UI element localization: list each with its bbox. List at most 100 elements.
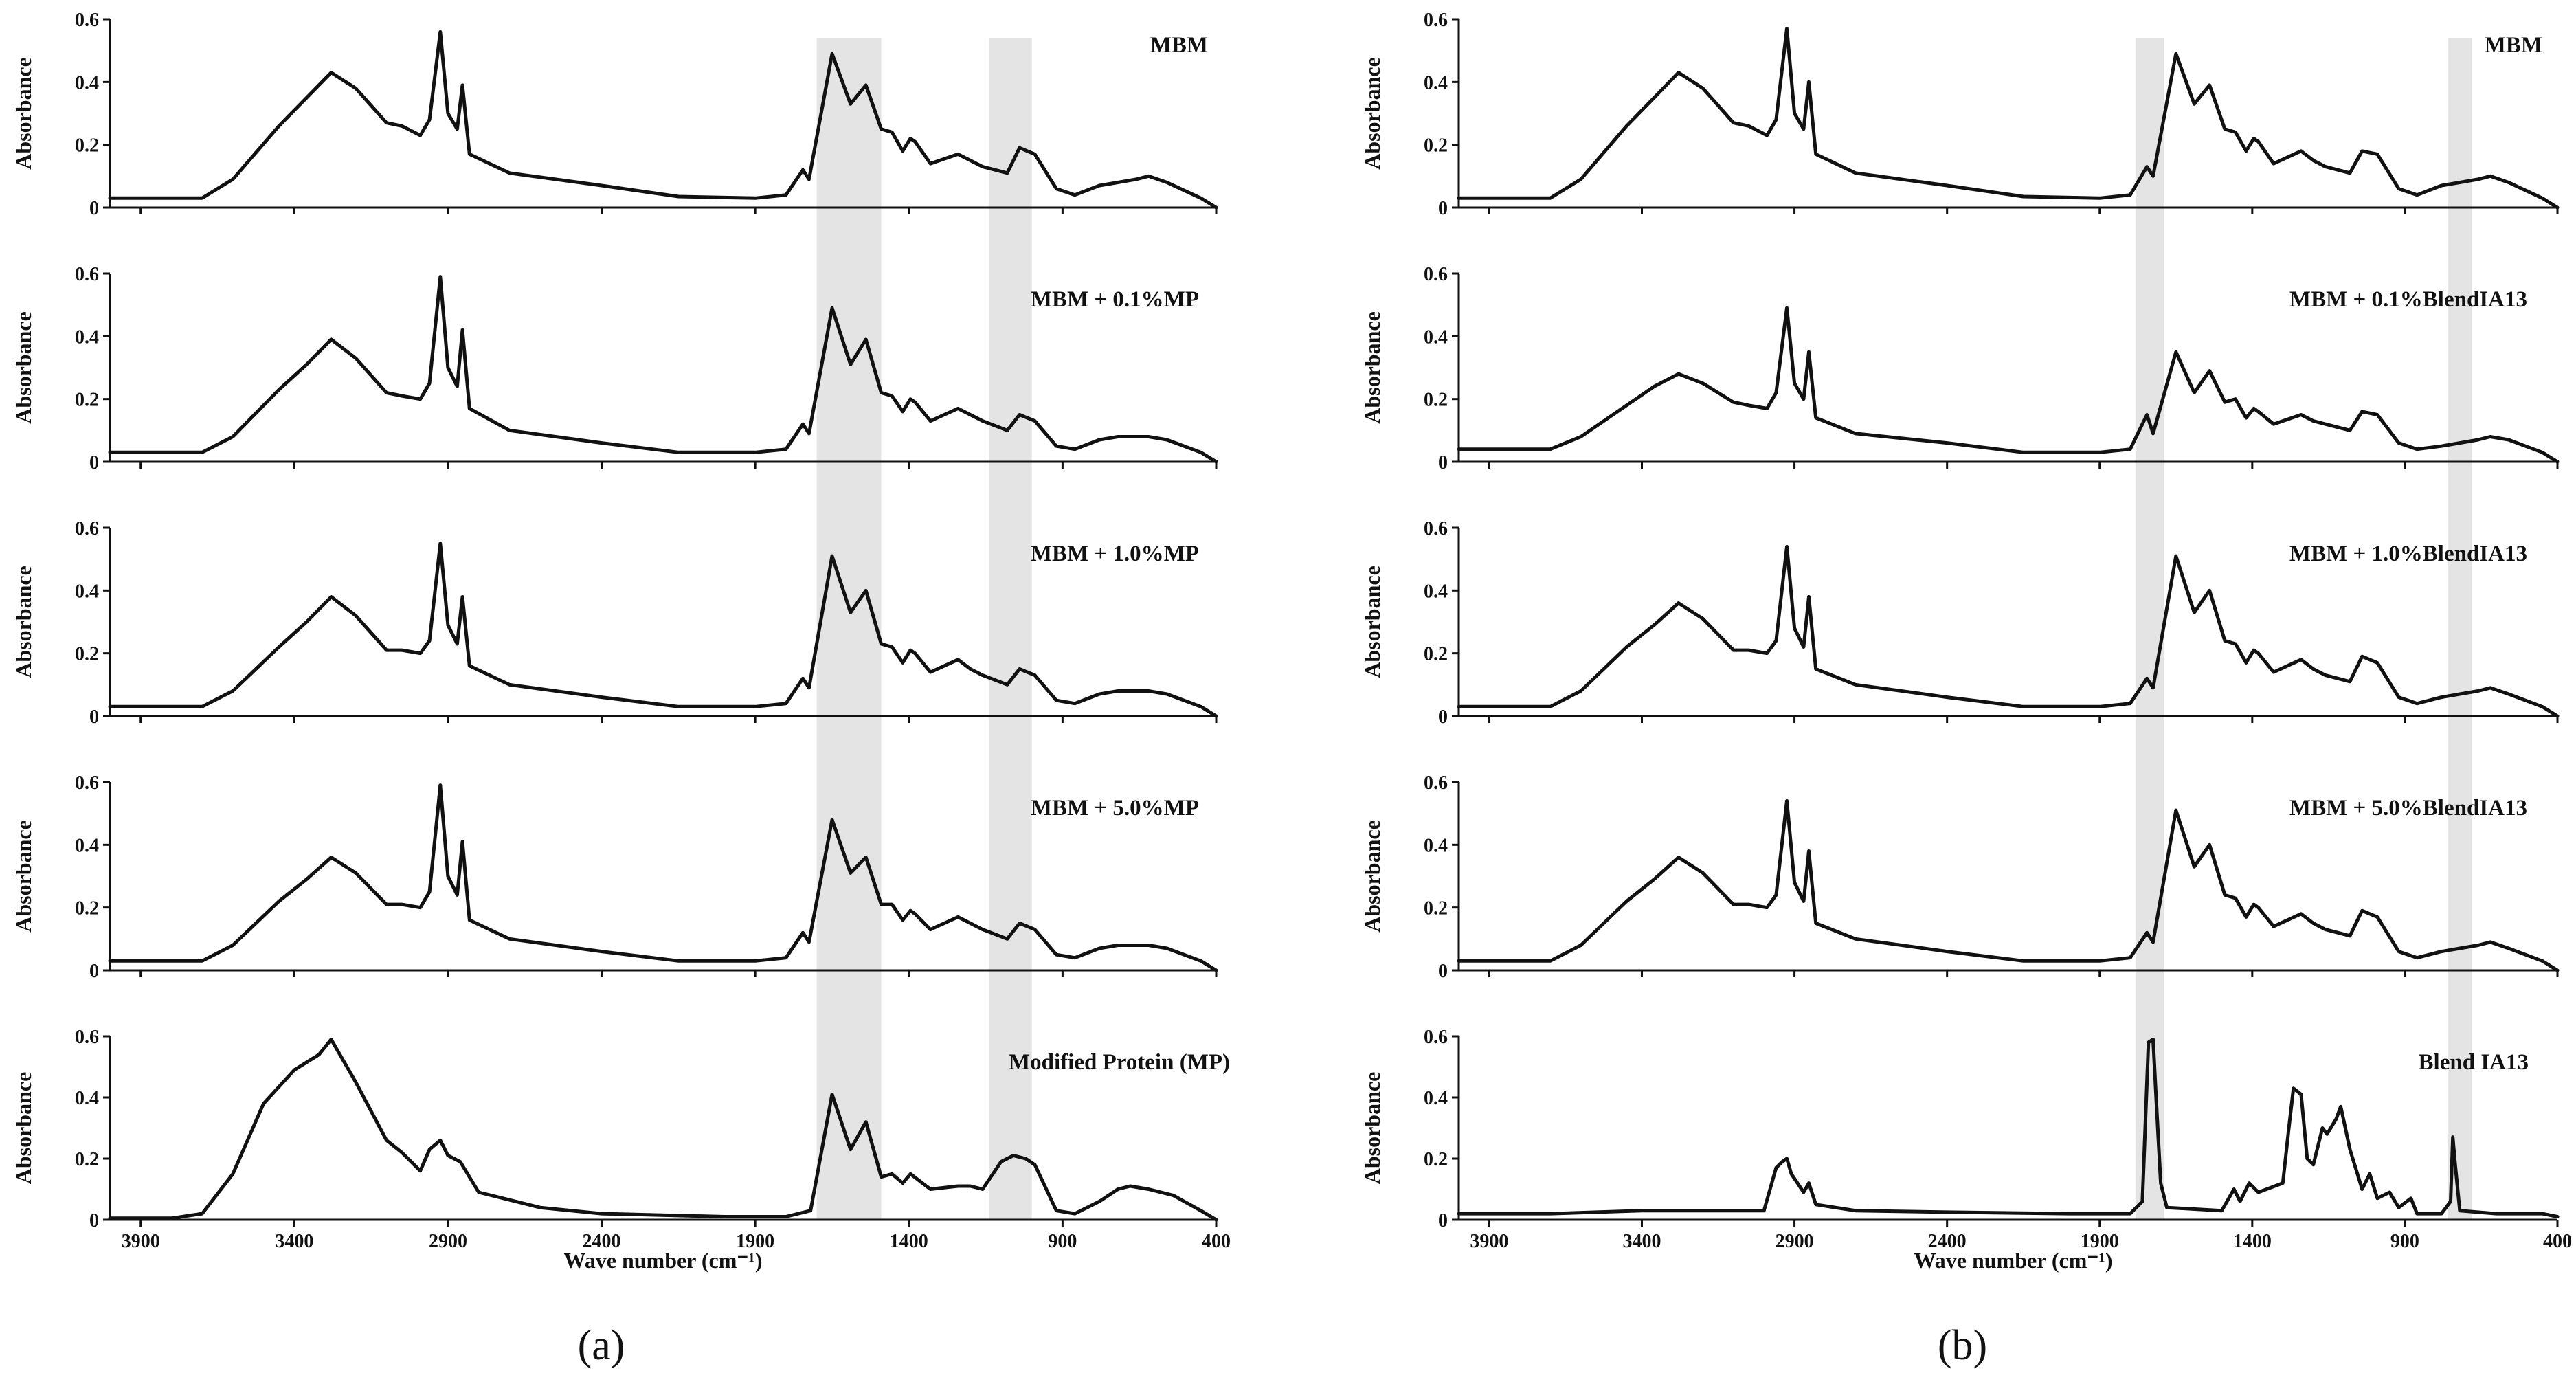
y-axis-label: Absorbance <box>1360 311 1385 424</box>
y-tick-label: 0.2 <box>1424 135 1448 157</box>
x-tick-label: 900 <box>1048 1231 1077 1252</box>
x-axis-label: Wave number (cm⁻¹) <box>564 1248 763 1273</box>
y-axis-label: Absorbance <box>11 311 36 424</box>
x-axis-label: Wave number (cm⁻¹) <box>1914 1248 2113 1273</box>
y-tick-label: 0.2 <box>1424 1149 1448 1170</box>
sample-label: MBM + 5.0%MP <box>1031 796 1199 821</box>
x-tick-label: 1400 <box>890 1231 928 1252</box>
x-tick-label: 400 <box>1202 1231 1231 1252</box>
y-tick-label: 0.2 <box>75 1149 99 1170</box>
y-axis-label: Absorbance <box>11 566 36 678</box>
sample-label: Modified Protein (MP) <box>1009 1050 1230 1075</box>
y-tick-label: 0 <box>89 961 99 982</box>
y-tick-label: 0 <box>89 706 99 728</box>
subplot-2: 0 0.2 0.4 0.6 Absorbance MBM + 0.1%MP <box>11 264 1218 473</box>
sample-label: MBM <box>1150 33 1208 58</box>
y-tick-label: 0.6 <box>1424 1027 1448 1048</box>
highlight-band-1 <box>2448 38 2472 1220</box>
spectrum-line <box>108 30 1218 210</box>
sample-label: MBM + 5.0%BlendIA13 <box>2289 796 2527 821</box>
y-axis-label: Absorbance <box>1360 57 1385 170</box>
x-tick-label: 2400 <box>1928 1231 1967 1252</box>
y-tick-label: 0.4 <box>75 326 99 348</box>
panel-label-b: (b) <box>1938 1322 1987 1369</box>
y-tick-label: 0.4 <box>1424 835 1448 856</box>
y-tick-label: 0 <box>1438 198 1448 219</box>
y-tick-label: 0 <box>89 452 99 473</box>
y-tick-label: 0.6 <box>1424 518 1448 539</box>
subplot-1: 0 0.2 0.4 0.6 Absorbance MBM <box>11 10 1218 219</box>
y-tick-label: 0 <box>89 198 99 219</box>
x-tick-label: 900 <box>2390 1231 2419 1252</box>
y-tick-label: 0.4 <box>75 835 99 856</box>
y-axis-label: Absorbance <box>11 57 36 170</box>
spectrum-line <box>1457 544 2560 718</box>
y-tick-label: 0 <box>89 1210 99 1231</box>
y-tick-label: 0.4 <box>75 581 99 602</box>
y-tick-label: 0.6 <box>75 772 99 794</box>
spectrum-line <box>1457 27 2560 210</box>
sample-label: MBM <box>2485 33 2542 58</box>
sample-label: Blend IA13 <box>2419 1050 2529 1075</box>
y-tick-label: 0.2 <box>75 898 99 919</box>
chart-panel-a: 0 0.2 0.4 0.6 Absorbance MBM 0 0.2 0.4 0.6 Absorba… <box>11 10 1231 1273</box>
x-tick-label: 1400 <box>2233 1231 2272 1252</box>
spectrum-line <box>108 542 1218 718</box>
panel-label-a: (a) <box>578 1322 625 1369</box>
y-tick-label: 0.2 <box>1424 390 1448 411</box>
x-tick-label: 1900 <box>2081 1231 2119 1252</box>
y-axis-label: Absorbance <box>1360 820 1385 933</box>
y-tick-label: 0.4 <box>1424 72 1448 93</box>
x-tick-label: 3900 <box>122 1231 160 1252</box>
y-tick-label: 0.6 <box>1424 772 1448 794</box>
x-tick-label: 1900 <box>736 1231 774 1252</box>
x-tick-label: 2400 <box>583 1231 621 1252</box>
y-tick-label: 0.6 <box>75 518 99 539</box>
spectrum-line <box>1457 306 2560 464</box>
y-tick-label: 0.6 <box>1424 10 1448 31</box>
y-tick-label: 0.6 <box>75 1027 99 1048</box>
y-tick-label: 0 <box>1438 1210 1448 1231</box>
x-tick-label: 2900 <box>1776 1231 1814 1252</box>
y-tick-label: 0.6 <box>1424 264 1448 285</box>
y-tick-label: 0.4 <box>1424 326 1448 348</box>
subplot-3: 0 0.2 0.4 0.6 Absorbance MBM + 1.0%BlendIA13 <box>1360 518 2560 728</box>
highlight-band-1 <box>989 38 1032 1220</box>
sample-label: MBM + 0.1%BlendIA13 <box>2289 287 2527 312</box>
y-tick-label: 0.4 <box>1424 1088 1448 1109</box>
y-tick-label: 0.2 <box>75 390 99 411</box>
y-tick-label: 0.4 <box>1424 581 1448 602</box>
spectrum-line <box>1457 1038 2560 1218</box>
y-tick-label: 0.6 <box>75 264 99 285</box>
y-tick-label: 0.6 <box>75 10 99 31</box>
y-tick-label: 0.4 <box>75 72 99 93</box>
subplot-4: 0 0.2 0.4 0.6 Absorbance MBM + 5.0%MP <box>11 772 1218 982</box>
y-axis-label: Absorbance <box>11 820 36 933</box>
subplot-5: 0 0.2 0.4 0.6 Absorbance Modified Protein (MP… <box>11 1027 1231 1273</box>
subplot-1: 0 0.2 0.4 0.6 Absorbance MBM <box>1360 10 2560 219</box>
y-tick-label: 0.2 <box>75 644 99 665</box>
y-tick-label: 0.2 <box>75 135 99 157</box>
y-tick-label: 0.2 <box>1424 898 1448 919</box>
chart-panel-b: 0 0.2 0.4 0.6 Absorbance MBM 0 0.2 0.4 0.6 Absorba… <box>1360 10 2572 1273</box>
y-tick-label: 0.2 <box>1424 644 1448 665</box>
y-tick-label: 0 <box>1438 452 1448 473</box>
x-tick-label: 400 <box>2543 1231 2572 1252</box>
x-tick-label: 3400 <box>275 1231 313 1252</box>
y-tick-label: 0 <box>1438 961 1448 982</box>
subplot-2: 0 0.2 0.4 0.6 Absorbance MBM + 0.1%BlendIA13 <box>1360 264 2560 473</box>
spectrum-line <box>1457 799 2560 972</box>
y-axis-label: Absorbance <box>1360 566 1385 678</box>
x-tick-label: 3900 <box>1470 1231 1508 1252</box>
y-tick-label: 0 <box>1438 706 1448 728</box>
panel-letter-a: a <box>592 1322 611 1369</box>
subplot-4: 0 0.2 0.4 0.6 Absorbance MBM + 5.0%BlendIA13 <box>1360 772 2560 982</box>
spectrum-line <box>108 783 1218 972</box>
sample-label: MBM + 1.0%MP <box>1031 542 1199 566</box>
y-tick-label: 0.4 <box>75 1088 99 1109</box>
sample-label: MBM + 1.0%BlendIA13 <box>2289 542 2527 566</box>
x-tick-label: 2900 <box>429 1231 467 1252</box>
spectrum-line <box>108 275 1218 464</box>
highlight-band-0 <box>816 38 882 1220</box>
